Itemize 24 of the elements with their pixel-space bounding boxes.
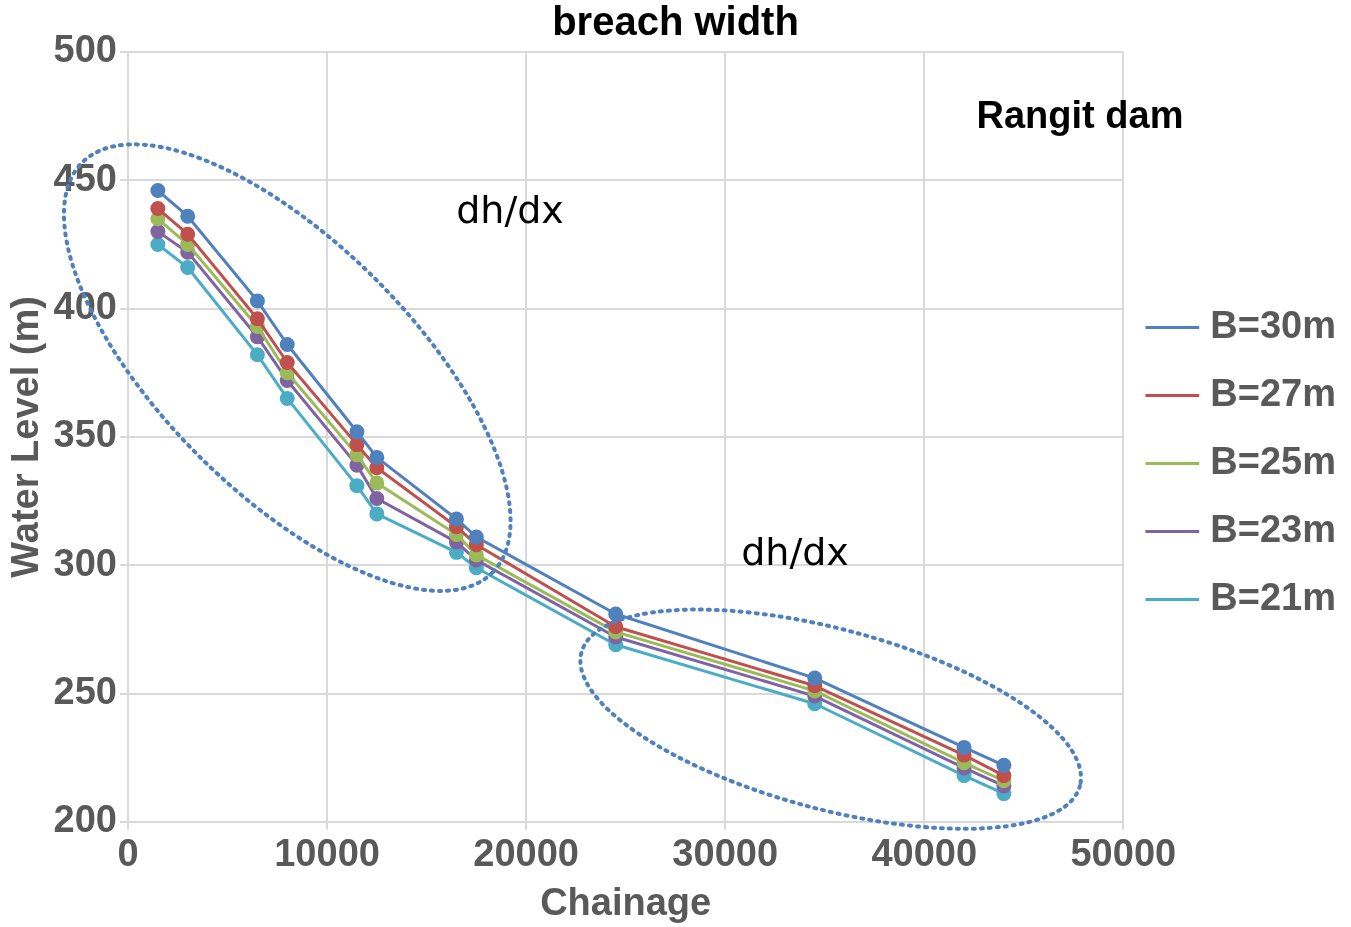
x-tick-label: 10000	[274, 832, 380, 875]
x-tick-label: 50000	[1070, 832, 1177, 875]
y-axis-title: Water Level (m)	[4, 296, 47, 578]
y-tick-label: 500	[53, 28, 117, 71]
x-tick-label: 40000	[871, 832, 978, 875]
x-tick-label: 30000	[672, 832, 779, 875]
x-tick-label: 20000	[473, 832, 579, 875]
x-tick-label: 0	[117, 832, 139, 875]
y-tick-label: 200	[53, 798, 117, 841]
y-tick-label: 250	[53, 669, 117, 712]
annotation: Rangit dam	[976, 94, 1184, 137]
y-tick-label: 350	[53, 413, 117, 456]
y-tick-label: 300	[53, 541, 117, 584]
legend-label: B=23m	[1210, 507, 1337, 550]
legend-label: B=30m	[1210, 303, 1337, 346]
legend-label: B=25m	[1210, 439, 1337, 482]
x-axis-title: Chainage	[540, 880, 712, 923]
annotation: dh/dx	[741, 529, 849, 574]
y-tick-label: 400	[53, 285, 117, 328]
legend-label: B=21m	[1210, 575, 1337, 618]
y-tick-label: 450	[53, 156, 117, 199]
annotation: dh/dx	[456, 187, 564, 232]
legend-label: B=27m	[1210, 371, 1337, 414]
chart-title: breach width	[552, 0, 799, 44]
